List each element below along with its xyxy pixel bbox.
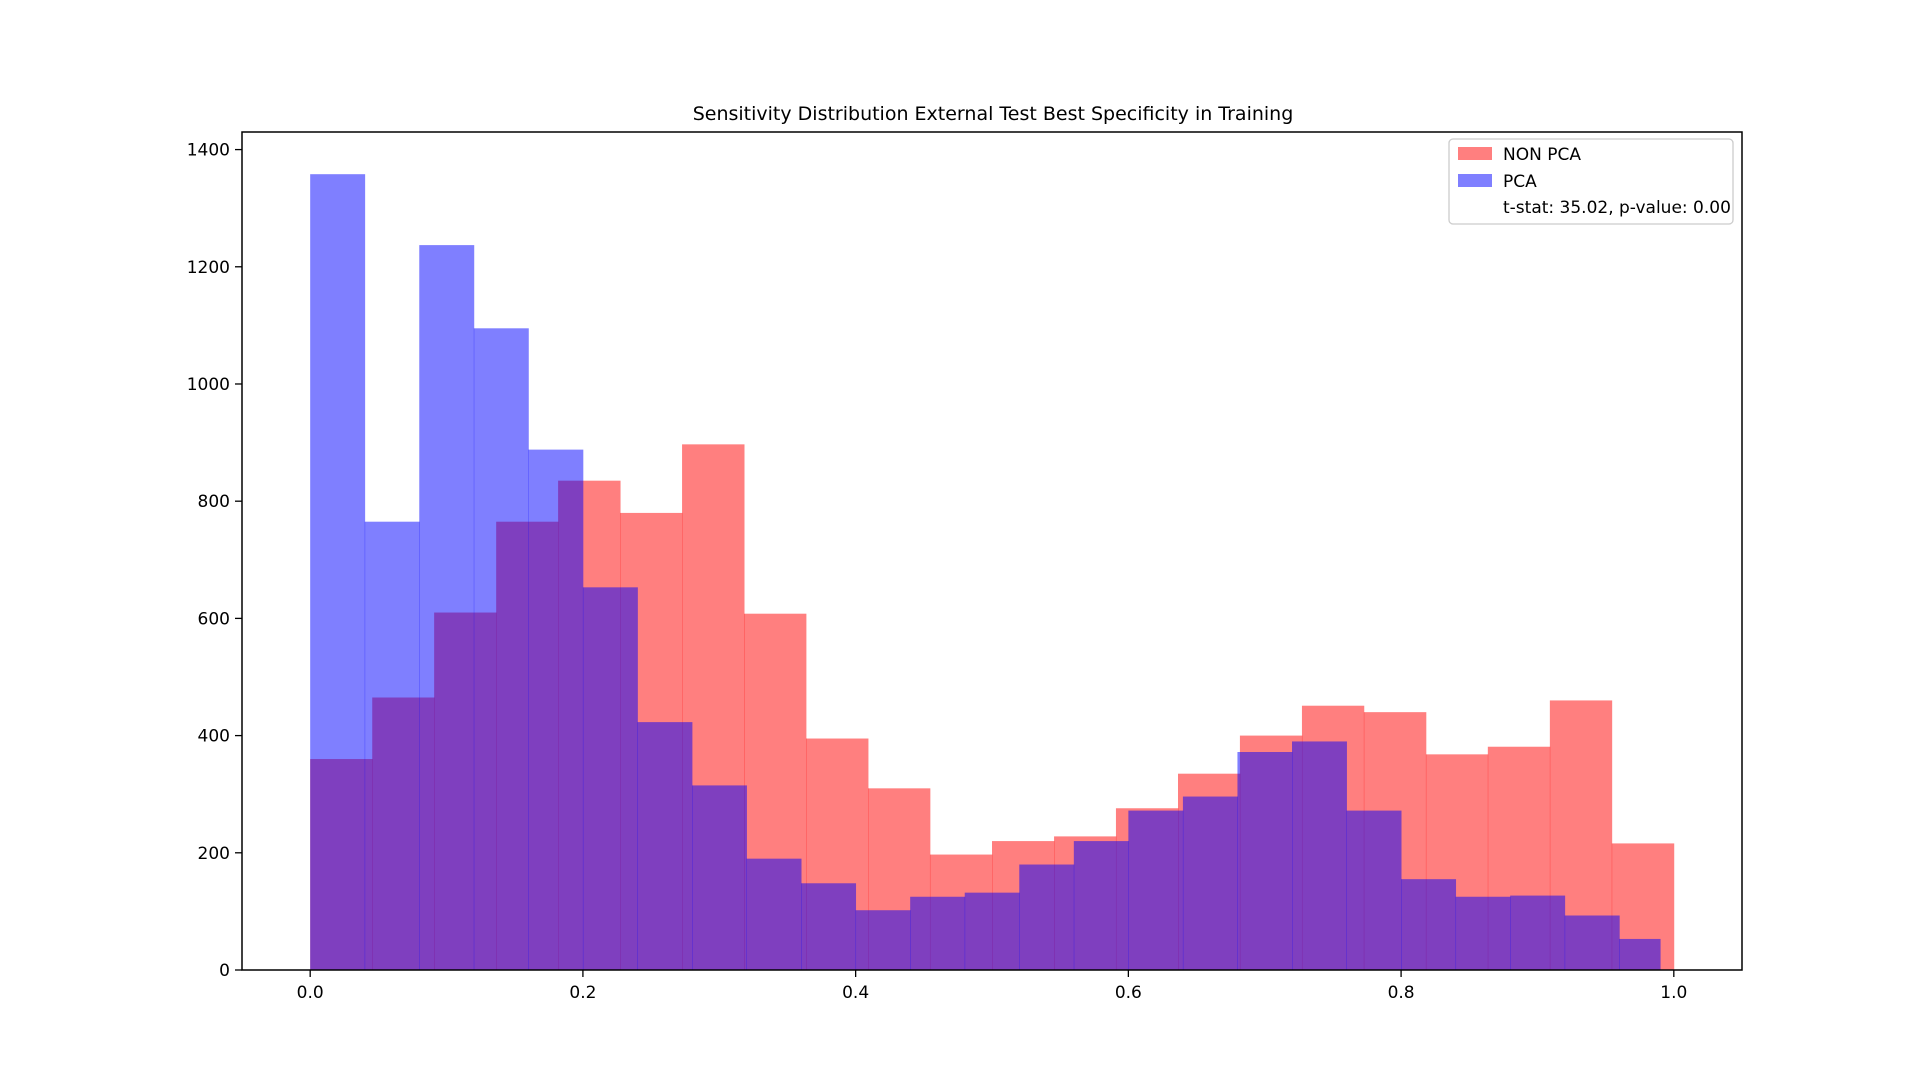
plot-area-frame — [241, 131, 1743, 971]
y-tick-label: 200 — [198, 844, 230, 864]
pca-bar — [1401, 879, 1457, 970]
pca-bar — [692, 785, 747, 970]
y-tick-label: 1200 — [187, 258, 230, 278]
y-tick-label: 800 — [198, 492, 230, 512]
legend-label-pca: PCA — [1503, 172, 1537, 192]
pca-bar — [964, 892, 1020, 970]
pca-bar — [637, 722, 693, 970]
y-tick-label: 0 — [219, 961, 230, 981]
legend-swatch-non-pca — [1458, 147, 1492, 160]
pca-bar — [1128, 810, 1184, 970]
legend-box — [1448, 138, 1734, 225]
y-tick-label: 600 — [198, 609, 230, 629]
pca-bar — [528, 449, 584, 970]
pca-bar — [1564, 915, 1620, 970]
pca-bar — [1182, 796, 1238, 970]
x-tick-label: 1.0 — [1660, 983, 1687, 1003]
pca-bar — [1019, 864, 1075, 970]
pca-bars — [310, 174, 1661, 971]
pca-bar — [419, 245, 475, 971]
pca-bar — [1619, 938, 1661, 970]
pca-bar — [801, 883, 857, 970]
x-tick-label: 0.4 — [842, 983, 869, 1003]
pca-bar — [1346, 810, 1402, 970]
pca-bar — [310, 174, 366, 970]
legend-label-non-pca: NON PCA — [1503, 145, 1581, 165]
y-tick-label: 1400 — [187, 141, 230, 161]
pca-bar — [1073, 841, 1129, 970]
pca-bar — [1455, 896, 1511, 970]
x-tick-label: 0.2 — [569, 983, 596, 1003]
legend: NON PCA PCA t-stat: 35.02, p-value: 0.00 — [1448, 138, 1734, 225]
x-tick-label: 0.8 — [1388, 983, 1415, 1003]
chart-title: Sensitivity Distribution External Test B… — [693, 103, 1294, 125]
legend-swatch-pca — [1458, 174, 1492, 187]
pca-bar — [364, 521, 420, 970]
pca-bar — [1510, 895, 1566, 970]
y-axis: 0 200 400 600 800 1000 1200 1400 — [187, 141, 242, 981]
x-tick-label: 0.0 — [297, 983, 324, 1003]
pca-bar — [910, 896, 966, 970]
pca-bar — [855, 910, 911, 970]
legend-annotation-tstat: t-stat: 35.02, p-value: 0.00 — [1503, 198, 1731, 218]
x-axis: 0.0 0.2 0.4 0.6 0.8 1.0 — [297, 970, 1687, 1003]
pca-bar — [746, 858, 802, 970]
y-tick-label: 400 — [198, 727, 230, 747]
y-tick-label: 1000 — [187, 375, 230, 395]
pca-bar — [473, 328, 529, 970]
pca-bar — [1292, 741, 1347, 970]
pca-bar — [582, 587, 638, 970]
x-tick-label: 0.6 — [1115, 983, 1142, 1003]
pca-bar — [1237, 752, 1293, 970]
